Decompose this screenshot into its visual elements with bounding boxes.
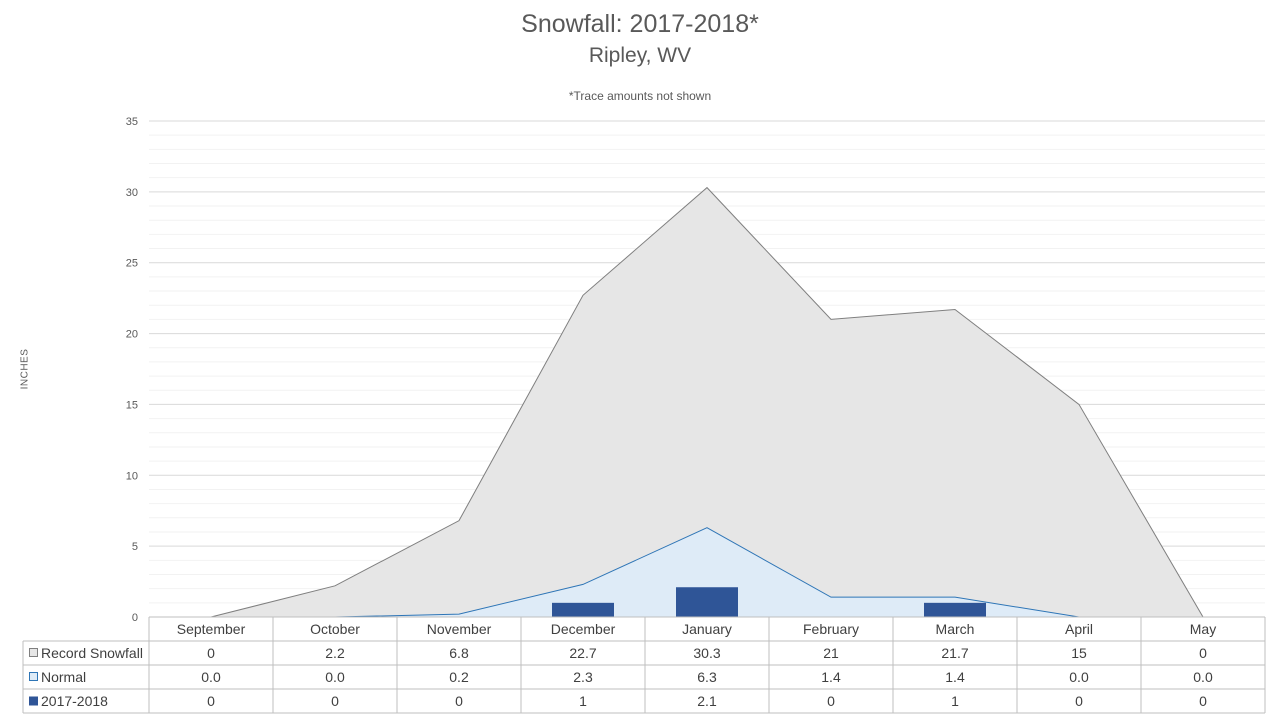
- data-label: 0: [331, 693, 339, 709]
- legend-label-2: 2017-2018: [41, 693, 108, 709]
- data-label: 6.3: [697, 669, 717, 685]
- y-tick-label: 35: [126, 116, 138, 128]
- data-label: 0.2: [449, 669, 469, 685]
- area-line-0: [210, 186, 1204, 618]
- x-tick-label: April: [1065, 621, 1093, 637]
- data-label: 1: [579, 693, 587, 709]
- x-tick-label: September: [177, 621, 246, 637]
- data-label: 0.0: [1193, 669, 1213, 685]
- x-tick-label: February: [803, 621, 859, 637]
- data-label: 21: [823, 645, 839, 661]
- bar-december: [552, 602, 614, 617]
- x-tick-label: October: [310, 621, 360, 637]
- chart-note: *Trace amounts not shown: [568, 89, 712, 103]
- data-label: 0: [455, 693, 463, 709]
- data-label: 0: [827, 693, 835, 709]
- legend-label-1: Normal: [41, 669, 86, 685]
- y-tick-label: 5: [132, 541, 138, 553]
- data-label: 0.0: [201, 669, 221, 685]
- y-tick-label: 10: [126, 470, 138, 482]
- data-label: 2.1: [697, 693, 717, 709]
- area-1: [211, 527, 1203, 617]
- data-label: 22.7: [569, 645, 596, 661]
- legend-key-1: [29, 672, 38, 681]
- data-label: 1.4: [945, 669, 965, 685]
- data-label: 1: [951, 693, 959, 709]
- bar-january: [676, 587, 738, 617]
- data-label: 2.3: [573, 669, 593, 685]
- data-label: 21.7: [941, 645, 968, 661]
- bar-march: [924, 602, 986, 617]
- data-label: 0.0: [325, 669, 345, 685]
- data-label: 1.4: [821, 669, 841, 685]
- legend-key-0: [29, 648, 38, 657]
- y-tick-label: 30: [126, 187, 138, 199]
- area-line-1: [211, 527, 1203, 618]
- data-label: 0: [1199, 645, 1207, 661]
- data-label: 0: [207, 693, 215, 709]
- data-label: 0: [207, 645, 215, 661]
- legend-label-0: Record Snowfall: [41, 645, 143, 661]
- y-tick-label: 25: [126, 258, 138, 270]
- x-tick-label: March: [936, 621, 975, 637]
- data-label: 0.0: [1069, 669, 1089, 685]
- data-label: 6.8: [449, 645, 469, 661]
- x-tick-label: November: [427, 621, 492, 637]
- data-label: 15: [1071, 645, 1087, 661]
- area-0: [211, 187, 1203, 617]
- x-tick-label: May: [1190, 621, 1216, 637]
- x-tick-label: January: [682, 621, 732, 637]
- data-label: 2.2: [325, 645, 345, 661]
- x-tick-label: December: [551, 621, 616, 637]
- data-label: 0: [1199, 693, 1207, 709]
- y-tick-label: 15: [126, 399, 138, 411]
- legend-key-2: [29, 696, 38, 706]
- chart-title: Snowfall: 2017-2018*: [521, 10, 759, 38]
- chart-subtitle: Ripley, WV: [588, 44, 692, 67]
- data-label: 0: [1075, 693, 1083, 709]
- data-label: 30.3: [693, 645, 720, 661]
- y-tick-label: 20: [126, 329, 138, 341]
- y-tick-label: 0: [132, 612, 138, 624]
